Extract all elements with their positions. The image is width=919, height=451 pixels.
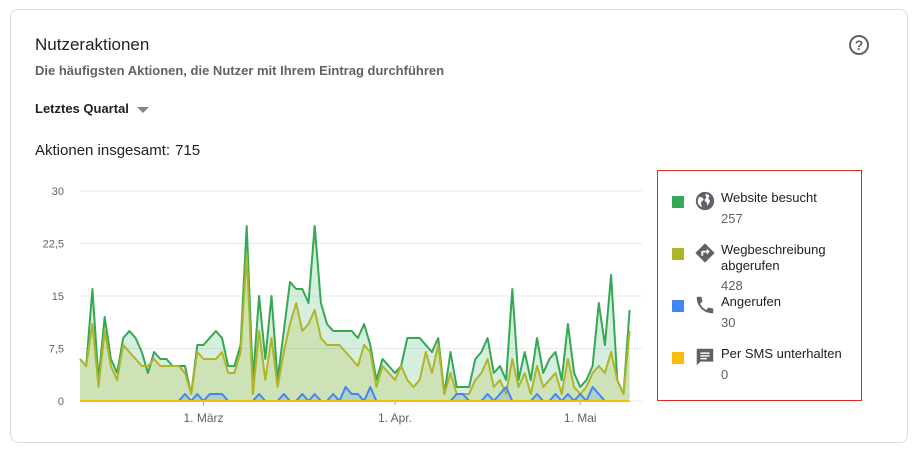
- card-title: Nutzeraktionen: [35, 35, 150, 54]
- legend-name-directions: Wegbeschreibung abgerufen: [721, 242, 826, 273]
- x-tick-label: 1. Mai: [564, 411, 597, 425]
- total-actions: Aktionen insgesamt: 715: [35, 142, 200, 159]
- x-tick-label: 1. März: [184, 411, 224, 425]
- phone-icon: [696, 296, 714, 314]
- x-axis-ticks: 1. März 1. Apr. 1. Mai: [184, 401, 597, 425]
- legend-name-calls: Angerufen: [721, 294, 781, 309]
- y-tick-label: 15: [52, 291, 64, 303]
- series-lines: [79, 225, 631, 402]
- series-area-wegbeschreibung-abgerufen: [80, 254, 630, 401]
- y-tick-label: 22,5: [43, 239, 64, 251]
- help-icon[interactable]: ?: [849, 35, 869, 55]
- legend-swatch-sms: [672, 352, 684, 364]
- globe-icon: [695, 191, 715, 211]
- legend-value-website: 257: [721, 211, 743, 226]
- legend-value-directions: 428: [721, 278, 743, 293]
- y-tick-label: 0: [58, 396, 64, 408]
- y-tick-label: 7,5: [49, 344, 64, 356]
- card-subtitle: Die häufigsten Aktionen, die Nutzer mit …: [35, 63, 445, 78]
- caret-down-icon: [136, 106, 149, 113]
- user-actions-card: [10, 9, 908, 443]
- message-icon: [696, 348, 714, 366]
- legend-name-sms: Per SMS unterhalten: [721, 346, 842, 361]
- series-areas: [80, 226, 630, 401]
- legend-value-sms: 0: [721, 367, 729, 382]
- period-label: Letztes Quartal: [35, 101, 129, 116]
- legend-name-website: Website besucht: [721, 190, 817, 205]
- y-tick-label: 30: [52, 186, 64, 198]
- total-actions-value: 715: [175, 142, 201, 159]
- chart-legend: Website besucht 257 Wegbeschreibung abge…: [657, 170, 862, 401]
- series-line-wegbeschreibung-abgerufen: [79, 253, 631, 395]
- legend-swatch-directions: [672, 248, 684, 260]
- x-tick-label: 1. Apr.: [378, 411, 412, 425]
- total-actions-label: Aktionen insgesamt:: [35, 142, 171, 159]
- legend-value-calls: 30: [721, 315, 736, 330]
- directions-icon: [695, 243, 715, 263]
- series-line-website-besucht: [79, 225, 631, 395]
- legend-swatch-website: [672, 196, 684, 208]
- period-dropdown[interactable]: Letztes Quartal: [35, 101, 149, 116]
- legend-swatch-calls: [672, 300, 684, 312]
- y-axis-ticks: 0 7,5 15 22,5 30: [43, 186, 64, 408]
